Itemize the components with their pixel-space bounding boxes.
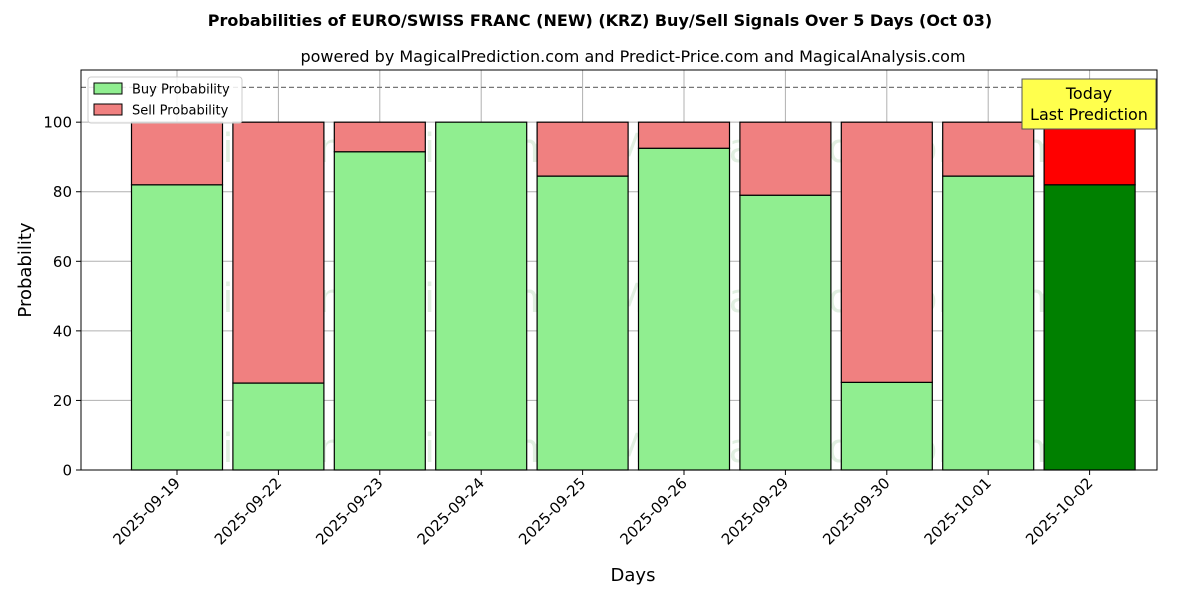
buy-bar	[739, 194, 832, 471]
legend-box	[87, 76, 243, 124]
buy-bar	[333, 151, 426, 471]
chart-subtitle: powered by MagicalPrediction.com and Pre…	[300, 47, 965, 66]
sell-bar	[536, 121, 629, 177]
sell-bar	[333, 121, 426, 153]
x-tick-label: 2025-09-24	[414, 474, 488, 548]
x-tick-label: 2025-09-19	[109, 474, 183, 548]
legend-label-sell: Sell Probability	[132, 104, 229, 119]
buy-bar	[1043, 184, 1136, 471]
x-tick-label: 2025-09-26	[616, 474, 690, 548]
sell-bar	[942, 121, 1035, 177]
y-tick-label: 60	[53, 253, 72, 271]
sell-bar	[840, 121, 933, 383]
legend-swatch-sell	[93, 103, 123, 116]
chart-title: Probabilities of EURO/SWISS FRANC (NEW) …	[208, 11, 992, 30]
sell-bar	[232, 121, 325, 384]
sell-bar	[1043, 121, 1136, 186]
annotation-line-1: Today	[1065, 84, 1112, 103]
buy-bar	[130, 184, 224, 471]
sell-bar	[637, 121, 731, 149]
buy-bar	[942, 175, 1035, 471]
y-axis: 0 20 40 60 80 100	[43, 114, 81, 480]
buy-bar	[637, 147, 731, 471]
y-tick-label: 80	[53, 183, 72, 201]
x-tick-label: 2025-09-29	[718, 474, 792, 548]
y-axis-label: Probability	[15, 222, 36, 317]
plot-frame	[80, 69, 1158, 471]
x-tick-label: 2025-09-22	[211, 474, 285, 548]
y-tick-label: 40	[53, 322, 72, 340]
sell-bar	[739, 121, 832, 196]
x-axis-label: Days	[611, 565, 656, 586]
x-axis: 2025-09-19 2025-09-22 2025-09-23 2025-09-24…	[109, 470, 1096, 548]
x-tick-label: 2025-09-25	[515, 474, 589, 548]
y-tick-label: 0	[62, 462, 72, 480]
buy-bar	[232, 382, 325, 471]
legend-swatch-buy	[93, 82, 123, 95]
bars-layer	[130, 121, 1136, 471]
today-annotation: Today Last Prediction	[1021, 78, 1157, 130]
legend-label-buy: Buy Probability	[132, 83, 230, 98]
x-tick-label: 2025-09-30	[819, 474, 893, 548]
y-tick-label: 20	[53, 392, 72, 410]
x-tick-label: 2025-10-01	[921, 474, 995, 548]
buy-bar	[536, 175, 629, 471]
buy-bar	[840, 381, 933, 471]
annotation-line-2: Last Prediction	[1030, 105, 1148, 124]
y-tick-label: 100	[43, 114, 72, 132]
sell-bar	[130, 121, 224, 186]
annotation-box	[1021, 78, 1157, 130]
buy-bar	[435, 121, 528, 471]
x-tick-label: 2025-10-02	[1022, 474, 1096, 548]
x-tick-label: 2025-09-23	[312, 474, 386, 548]
legend: Buy Probability Sell Probability	[87, 76, 243, 124]
